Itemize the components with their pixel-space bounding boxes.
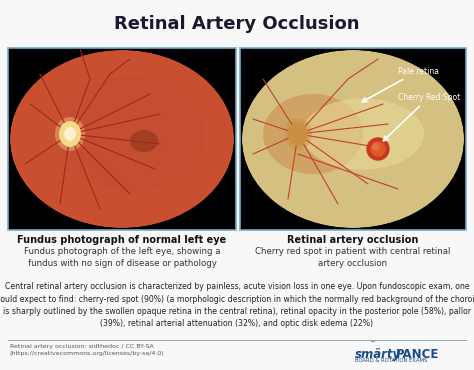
Ellipse shape	[130, 130, 158, 152]
Circle shape	[371, 142, 385, 156]
Text: Fundus photograph of normal left eye: Fundus photograph of normal left eye	[18, 235, 227, 245]
Ellipse shape	[10, 50, 234, 228]
Ellipse shape	[64, 127, 76, 141]
Bar	[8, 48, 236, 230]
Text: Retinal artery occlusion: sidthedoc / CC BY-SA
(https://creativecommons.org/lice: Retinal artery occlusion: sidthedoc / CC…	[10, 344, 164, 356]
Ellipse shape	[59, 76, 205, 192]
Text: PANCE: PANCE	[396, 348, 439, 361]
Ellipse shape	[284, 118, 312, 150]
Circle shape	[367, 138, 389, 160]
Text: Cherry Red Spot: Cherry Red Spot	[383, 92, 460, 141]
Text: Pale retina: Pale retina	[362, 67, 439, 102]
Text: Retinal Artery Occlusion: Retinal Artery Occlusion	[114, 15, 360, 33]
Ellipse shape	[59, 121, 81, 147]
Ellipse shape	[242, 50, 464, 228]
Text: Cherry red spot in patient with central retinal
artery occlusion: Cherry red spot in patient with central …	[255, 247, 451, 269]
Ellipse shape	[263, 94, 363, 174]
Ellipse shape	[288, 122, 308, 146]
Text: smärty: smärty	[355, 348, 401, 361]
Ellipse shape	[55, 117, 85, 151]
Bar	[240, 48, 466, 230]
Circle shape	[373, 144, 379, 150]
Text: BOARD & ROTATION EXAMS: BOARD & ROTATION EXAMS	[355, 358, 428, 363]
Text: Central retinal artery occlusion is characterized by painless, acute vision loss: Central retinal artery occlusion is char…	[0, 282, 474, 329]
Text: ~: ~	[369, 339, 375, 345]
Text: Fundus photograph of the left eye, showing a
fundus with no sign of disease or p: Fundus photograph of the left eye, showi…	[24, 247, 220, 269]
Text: Retinal artery occlusion: Retinal artery occlusion	[287, 235, 419, 245]
Ellipse shape	[302, 98, 424, 169]
